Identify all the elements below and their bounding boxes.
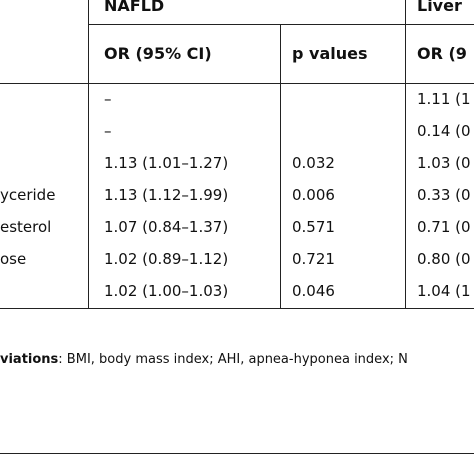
table-cell-p-nafld: 0.721 — [292, 250, 335, 268]
group-header-liver: Liver — [417, 0, 462, 15]
table-cell-or-liver: 0.33 (0 — [417, 186, 471, 204]
header-nafld-p: p values — [292, 44, 368, 63]
table-cell-or-liver: 1.03 (0 — [417, 154, 471, 172]
table-cell-or-liver: 1.11 (1 — [417, 90, 471, 108]
table-cell-or-liver: 0.80 (0 — [417, 250, 471, 268]
table-cell-or-liver: 0.71 (0 — [417, 218, 471, 236]
group-header-nafld: NAFLD — [104, 0, 165, 15]
column-divider-p — [280, 24, 281, 309]
table-cell-or-liver: 1.04 (1 — [417, 282, 471, 300]
page-bottom-rule — [0, 453, 474, 454]
table-cell-or-nafld: 1.07 (0.84–1.37) — [104, 218, 229, 236]
table-cell-p-nafld: 0.032 — [292, 154, 335, 172]
footnote-label: viations — [0, 352, 59, 367]
table-cell-p-nafld: 0.006 — [292, 186, 335, 204]
table-cell-or-nafld: 1.02 (1.00–1.03) — [104, 282, 229, 300]
column-divider-liver — [405, 0, 406, 309]
table-row-label: esterol — [0, 218, 52, 236]
table-footnote: viations: BMI, body mass index; AHI, apn… — [0, 352, 408, 367]
header-nafld-or: OR (95% CI) — [104, 44, 212, 63]
footnote-text: : BMI, body mass index; AHI, apnea-hypon… — [58, 352, 408, 367]
table-cell-or-nafld: 1.02 (0.89–1.12) — [104, 250, 229, 268]
table-cell-p-nafld: 0.571 — [292, 218, 335, 236]
table-row-label: yceride — [0, 186, 56, 204]
table-cell-or-nafld: – — [104, 122, 112, 140]
table-cell-or-nafld: – — [104, 90, 112, 108]
table-row-label: ose — [0, 250, 27, 268]
table-cell-or-liver: 0.14 (0 — [417, 122, 471, 140]
table-cell-p-nafld: 0.046 — [292, 282, 335, 300]
table-cell-or-nafld: 1.13 (1.01–1.27) — [104, 154, 229, 172]
header-liver-or: OR (9 — [417, 44, 467, 63]
header-rule — [0, 83, 474, 84]
table-top-rule — [88, 24, 474, 25]
table-bottom-rule — [0, 308, 474, 309]
table-cell-or-nafld: 1.13 (1.12–1.99) — [104, 186, 229, 204]
column-divider-label — [88, 0, 89, 309]
